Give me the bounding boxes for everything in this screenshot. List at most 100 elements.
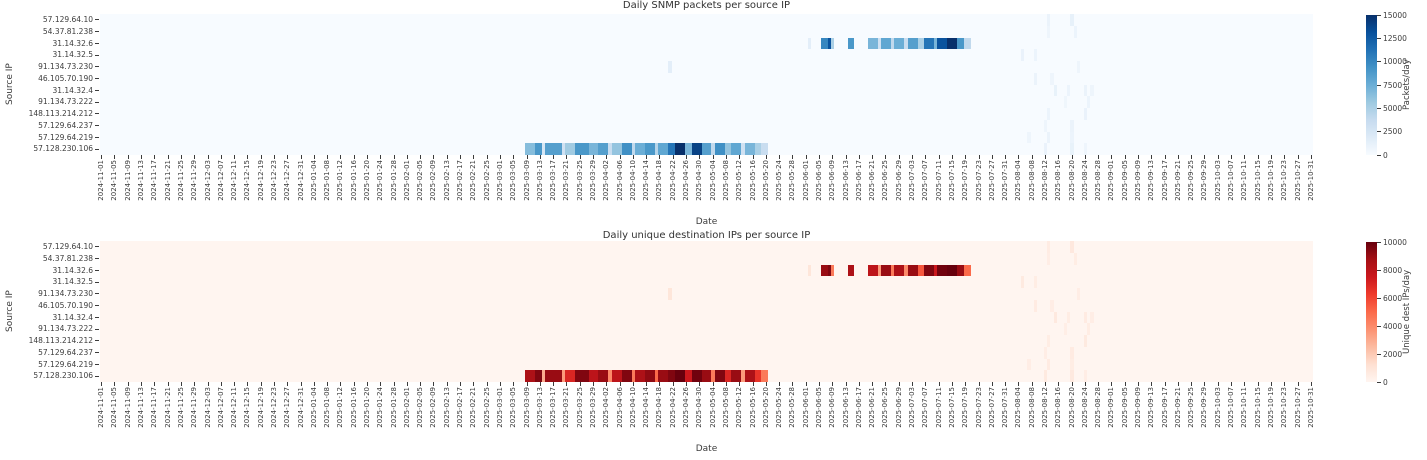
x-tick	[1084, 382, 1086, 386]
x-tick	[553, 382, 555, 386]
heatmap-cell	[561, 143, 566, 155]
x-tick	[845, 382, 847, 386]
heatmap-cell	[807, 37, 812, 50]
x-tick-label: 2025-01-20	[363, 160, 372, 201]
x-tick	[446, 155, 448, 159]
x-tick-label: 2025-04-06	[615, 160, 624, 201]
x-tick	[353, 155, 355, 159]
heatmap-cell	[847, 264, 855, 277]
x-tick	[858, 382, 860, 386]
x-tick	[898, 155, 900, 159]
heatmap-cell	[611, 143, 622, 155]
colorbar-tick-label: 15000	[1383, 10, 1407, 20]
heatmap-cell	[1033, 276, 1038, 288]
x-tick-label: 2025-02-09	[429, 160, 438, 201]
heatmap-cell	[907, 264, 918, 277]
x-tick-label: 2025-02-01	[402, 160, 411, 201]
y-tick	[95, 258, 99, 260]
heatmap-cell	[807, 264, 812, 277]
heatmap-cell	[674, 143, 685, 155]
heatmap-cell	[724, 143, 732, 155]
colorbar-tick-label: 4000	[1383, 321, 1403, 331]
x-tick	[872, 382, 874, 386]
x-tick-label: 2024-11-09	[123, 160, 132, 201]
x-tick-label: 2025-05-12	[735, 387, 744, 428]
y-tick-label: 57.129.64.10	[42, 242, 93, 251]
x-tick-label: 2025-10-03	[1213, 160, 1222, 201]
heatmap-cell	[1070, 119, 1074, 132]
x-axis-label: Date	[695, 444, 718, 454]
x-tick	[898, 382, 900, 386]
x-tick-label: 2025-06-09	[828, 160, 837, 201]
x-tick	[526, 382, 528, 386]
x-tick	[1058, 382, 1060, 386]
heatmap-cell	[691, 143, 702, 155]
x-tick-label: 2025-09-05	[1120, 160, 1129, 201]
x-tick-label: 2024-12-07	[216, 160, 225, 201]
x-tick	[167, 155, 169, 159]
x-tick-label: 2025-04-18	[655, 387, 664, 428]
x-tick	[1084, 155, 1086, 159]
x-tick	[300, 155, 302, 159]
x-tick-label: 2025-06-09	[828, 387, 837, 428]
x-tick-label: 2025-09-13	[1147, 160, 1156, 201]
x-tick	[287, 382, 289, 386]
x-tick	[632, 155, 634, 159]
y-tick-label: 46.105.70.190	[38, 73, 93, 83]
x-tick-label: 2024-11-17	[150, 387, 159, 428]
x-tick	[686, 155, 688, 159]
colorbar-tick	[1377, 154, 1381, 156]
x-tick	[1164, 155, 1166, 159]
x-tick-label: 2024-11-25	[176, 387, 185, 428]
heatmap-cell	[645, 143, 655, 155]
x-tick-label: 2024-12-11	[230, 160, 239, 201]
chart-title: Daily unique destination IPs per source …	[602, 230, 811, 241]
x-tick-label: 2025-07-15	[947, 387, 956, 428]
x-tick	[792, 155, 794, 159]
heatmap-cell	[894, 37, 905, 50]
x-tick	[194, 382, 196, 386]
x-tick-label: 2025-10-03	[1213, 387, 1222, 428]
y-tick	[95, 328, 99, 330]
heatmap-cell	[947, 37, 958, 50]
x-tick	[1177, 382, 1179, 386]
x-tick	[1005, 382, 1007, 386]
x-tick-label: 2025-05-08	[721, 387, 730, 428]
x-tick-label: 2025-06-13	[841, 387, 850, 428]
x-tick-label: 2025-09-01	[1107, 160, 1116, 201]
y-tick-label: 57.129.64.237	[38, 347, 93, 357]
x-tick	[446, 382, 448, 386]
x-tick	[406, 155, 408, 159]
x-tick-label: 2025-09-05	[1120, 387, 1129, 428]
x-tick-label: 2024-11-17	[150, 160, 159, 201]
x-tick	[340, 155, 342, 159]
chart-snmp-packets: Daily SNMP packets per source IP Source …	[0, 0, 1427, 227]
heatmap-cell	[1020, 276, 1024, 288]
x-tick	[367, 382, 369, 386]
chart-title: Daily SNMP packets per source IP	[622, 0, 791, 11]
x-tick	[1018, 382, 1020, 386]
heatmap-cell	[894, 264, 905, 277]
heatmap-cell	[827, 264, 832, 277]
x-tick-label: 2024-12-03	[203, 387, 212, 428]
x-tick-label: 2025-04-30	[695, 160, 704, 201]
colorbar-tick-label: 12500	[1383, 33, 1407, 43]
x-tick	[1044, 155, 1046, 159]
x-tick-label: 2025-04-22	[668, 387, 677, 428]
heatmap-cell	[668, 370, 675, 382]
x-axis-label: Date	[695, 217, 718, 227]
colorbar-tick-label: 0	[1383, 150, 1388, 160]
x-tick-label: 2025-09-25	[1187, 387, 1196, 428]
colorbar-tick	[1377, 353, 1381, 355]
x-tick	[1310, 155, 1312, 159]
x-tick	[925, 382, 927, 386]
x-tick	[1098, 155, 1100, 159]
y-tick	[95, 340, 99, 342]
x-tick	[300, 382, 302, 386]
x-tick	[420, 382, 422, 386]
x-tick-label: 2025-10-23	[1280, 387, 1289, 428]
heatmap-cell	[1053, 311, 1058, 324]
x-tick	[805, 382, 807, 386]
heatmap-cell	[1053, 84, 1058, 97]
x-tick	[247, 155, 249, 159]
